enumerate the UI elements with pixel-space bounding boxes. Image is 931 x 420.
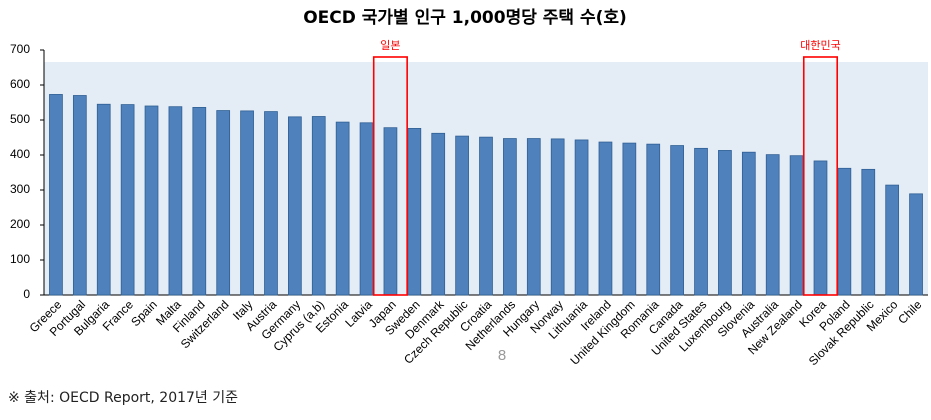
bar (431, 132, 446, 296)
bar (741, 151, 756, 296)
bar (359, 122, 374, 296)
bar (479, 136, 493, 296)
annotation-label: 대한민국 (800, 39, 840, 52)
bar (718, 150, 732, 296)
bar (216, 110, 231, 296)
bar (885, 184, 900, 296)
bar (288, 116, 302, 296)
bar (526, 138, 541, 296)
annotation-box (802, 56, 839, 296)
bar (168, 106, 183, 296)
x-tick-label: Chile (895, 297, 924, 326)
bar (120, 104, 135, 296)
bar (646, 143, 661, 296)
chart-title: OECD 국가별 인구 1,000명당 주택 수(호) (303, 8, 627, 28)
y-tick-label: 200 (10, 217, 30, 231)
y-tick-label: 100 (10, 252, 30, 266)
bar (909, 193, 923, 296)
bar (383, 127, 398, 296)
bar (49, 94, 63, 296)
bar (861, 168, 876, 296)
y-tick-label: 500 (10, 112, 30, 126)
source-note: ※ 출처: OECD Report, 2017년 기준 (8, 390, 238, 406)
bar (670, 145, 684, 296)
y-tick-label: 300 (10, 182, 30, 196)
bar (598, 141, 613, 296)
annotation-box (372, 56, 408, 296)
bar (813, 160, 828, 296)
bar (789, 155, 804, 296)
bar (72, 95, 87, 296)
y-tick-label: 400 (10, 147, 30, 161)
bar (503, 138, 517, 296)
annotation-label: 일본 (380, 38, 400, 52)
bar (96, 103, 111, 296)
bar (311, 116, 326, 296)
y-tick-label: 0 (23, 287, 30, 301)
bar (455, 135, 469, 296)
bar (264, 111, 278, 296)
bar (144, 105, 159, 296)
bar (694, 147, 708, 296)
x-tick-label: Spain (128, 297, 160, 329)
bar (407, 127, 422, 296)
bar (335, 121, 350, 296)
bar (240, 110, 254, 296)
page-number: 8 (498, 347, 506, 364)
bar (550, 138, 565, 296)
bar (192, 107, 207, 296)
bar (574, 139, 589, 296)
y-tick-label: 700 (10, 42, 30, 56)
y-tick-label: 600 (10, 77, 30, 91)
bar (622, 142, 637, 296)
bar (765, 154, 780, 296)
bar (837, 167, 852, 296)
